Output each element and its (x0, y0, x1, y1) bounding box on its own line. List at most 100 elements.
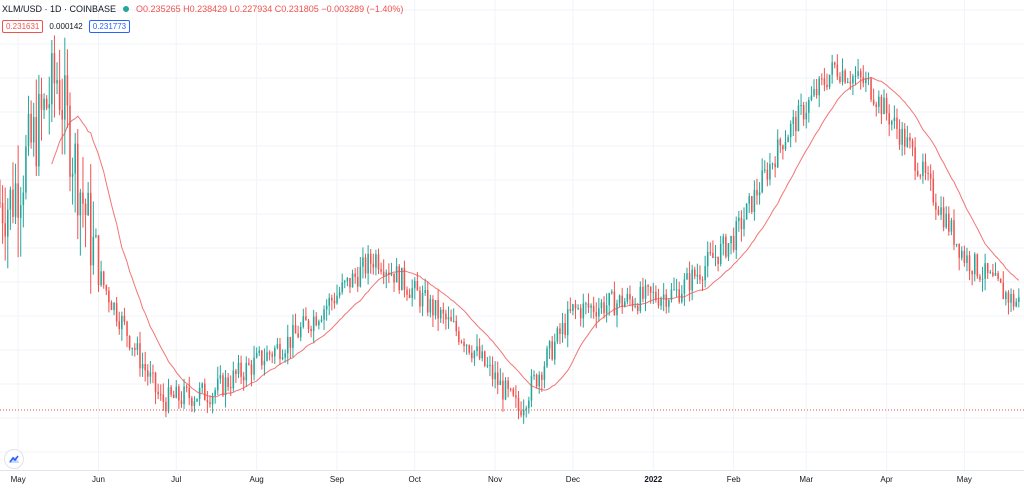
candle-body (585, 303, 587, 305)
candle-body (175, 386, 178, 398)
indicator-value-1[interactable]: 0.231631 (2, 20, 44, 33)
candle-body (484, 351, 486, 366)
candle-body (758, 192, 761, 196)
candle-body (6, 209, 9, 237)
candle-body (128, 336, 131, 349)
candle-body (642, 286, 644, 299)
candle-body (43, 98, 45, 110)
candle-body (172, 394, 175, 398)
candle-body (185, 386, 188, 389)
candle-body (35, 117, 38, 167)
x-tick-label: Jul (171, 475, 182, 484)
candle-body (670, 289, 673, 301)
candle-body (955, 243, 958, 245)
candle-body (846, 81, 849, 83)
candle-body (305, 316, 307, 321)
candle-body (867, 78, 870, 80)
candle-body (38, 94, 40, 167)
candle-body (162, 394, 165, 402)
candle-body (237, 362, 240, 374)
candle-body (82, 192, 84, 204)
candle-body (434, 300, 437, 316)
candle-body (318, 321, 320, 326)
candle-body (657, 299, 660, 306)
candle-body (564, 322, 566, 335)
candle-body (235, 370, 237, 374)
candle-body (465, 345, 468, 347)
candle-body (491, 364, 494, 380)
candle-body (276, 344, 279, 349)
candle-body (792, 116, 795, 124)
candle-body (849, 81, 852, 84)
x-tick-label: Nov (488, 475, 503, 484)
candle-body (51, 53, 53, 105)
candle-body (693, 269, 696, 277)
candle-body (815, 89, 818, 96)
candle-body (1010, 294, 1012, 303)
candle-body (688, 273, 691, 291)
symbol-title[interactable]: XLM/USD · 1D · COINBASE (2, 4, 117, 14)
candle-body (924, 161, 927, 173)
candle-body (214, 390, 216, 396)
candle-body (725, 236, 727, 257)
candle-body (274, 348, 276, 357)
candle-body (421, 292, 424, 307)
candle-body (968, 255, 971, 272)
candle-body (836, 64, 839, 77)
candle-body (878, 96, 880, 107)
candle-body (56, 80, 58, 84)
candle-body (888, 113, 890, 125)
candle-body (1002, 282, 1005, 300)
indicator-value-3[interactable]: 0.231773 (88, 20, 131, 33)
candle-body (356, 276, 359, 287)
candle-body (105, 285, 108, 291)
candle-body (354, 273, 356, 277)
candle-body (271, 354, 273, 357)
candle-body (522, 409, 525, 416)
candle-body (681, 293, 683, 303)
candle-body (517, 397, 520, 411)
candle-body (813, 89, 815, 96)
candle-body (714, 256, 717, 258)
candle-body (375, 254, 377, 268)
x-tick-label: Oct (408, 475, 422, 484)
candle-body (821, 78, 823, 80)
moving-average-line (51, 76, 1020, 398)
candle-body (844, 70, 846, 83)
candle-body (279, 344, 281, 360)
candle-body (515, 395, 517, 398)
candle-body (191, 398, 193, 406)
candle-body (154, 372, 157, 392)
candle-body (911, 140, 914, 148)
candle-body (372, 263, 375, 268)
candle-body (139, 343, 141, 369)
candle-body (253, 357, 255, 375)
candle-body (914, 147, 916, 171)
candle-body (548, 341, 551, 349)
candle-body (432, 299, 434, 316)
candle-body (984, 263, 986, 279)
candle-body (141, 364, 144, 369)
candle-body (248, 363, 250, 365)
candle-body (380, 269, 382, 272)
candle-body (292, 325, 294, 348)
candle-body (364, 257, 367, 274)
candle-body (1, 203, 4, 224)
candle-body (1015, 301, 1018, 307)
candle-body (779, 139, 782, 146)
candle-body (958, 243, 960, 258)
candle-body (940, 207, 942, 215)
candle-body (102, 271, 105, 286)
price-chart[interactable] (0, 0, 1024, 470)
tradingview-cloud-icon[interactable] (4, 449, 24, 469)
candle-body (738, 217, 740, 222)
candle-body (14, 183, 17, 217)
candle-body (232, 370, 235, 389)
candle-body (27, 113, 30, 147)
candle-body (782, 145, 784, 150)
candle-body (986, 263, 989, 273)
candle-body (901, 128, 903, 145)
candle-body (906, 137, 909, 147)
candle-body (828, 74, 831, 88)
